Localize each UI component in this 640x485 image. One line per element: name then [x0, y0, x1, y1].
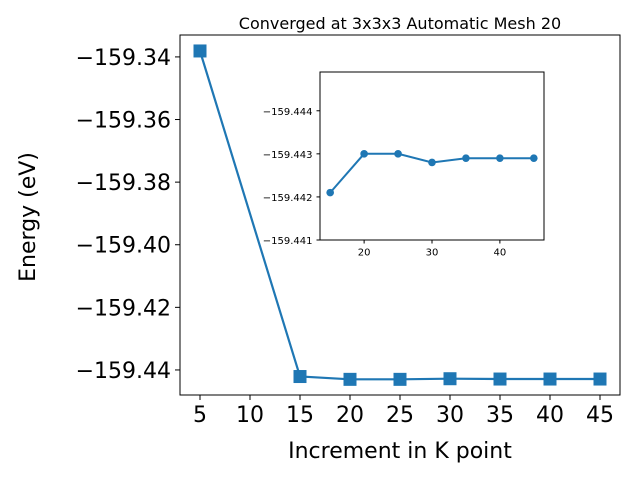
inset-data-point — [394, 150, 402, 158]
inset-y-tick-label: −159.444 — [263, 107, 313, 118]
inset-background — [320, 72, 544, 240]
main-y-tick-label: −159.38 — [76, 171, 171, 196]
main-data-point — [443, 372, 457, 386]
main-x-tick-label: 35 — [486, 403, 514, 428]
main-y-tick-label: −159.40 — [76, 234, 171, 259]
main-y-tick-label: −159.44 — [76, 359, 171, 384]
inset-data-point — [462, 154, 470, 162]
main-x-tick-label: 15 — [286, 403, 314, 428]
inset-y-tick-label: −159.442 — [263, 193, 313, 204]
inset-data-point — [428, 158, 436, 167]
x-axis-label: Increment in K point — [288, 439, 512, 464]
main-x-tick-label: 20 — [336, 403, 364, 428]
inset-data-point — [496, 154, 504, 162]
main-y-tick-label: −159.42 — [76, 296, 171, 321]
main-y-tick-label: −159.34 — [76, 46, 171, 71]
inset-data-point — [530, 154, 538, 162]
inset-data-point — [360, 150, 368, 158]
main-data-point — [493, 372, 507, 386]
main-series-line — [198, 50, 600, 381]
inset-x-tick-label: 20 — [358, 248, 371, 259]
main-x-tick-label: 45 — [586, 403, 614, 428]
inset-y-tick-label: −159.443 — [263, 150, 313, 161]
chart-title: Converged at 3x3x3 Automatic Mesh 20 — [239, 14, 561, 33]
main-data-point — [393, 372, 407, 386]
main-x-tick-label: 10 — [236, 403, 264, 428]
main-x-tick-label: 30 — [436, 403, 464, 428]
inset-data-point — [326, 188, 334, 197]
inset-plot: 20 30 40 −159.444 −159.443 −159.442 −159.441 — [263, 71, 545, 259]
main-data-point — [343, 372, 357, 386]
main-data-point — [193, 44, 207, 58]
main-x-tick-label: 5 — [193, 403, 207, 428]
inset-y-tick-label: −159.441 — [263, 236, 313, 247]
main-x-tick-label: 25 — [386, 403, 414, 428]
main-data-point — [543, 372, 557, 386]
main-y-tick-label: −159.36 — [76, 109, 171, 134]
main-x-tick-label: 40 — [536, 403, 564, 428]
inset-x-tick-label: 40 — [494, 248, 507, 259]
inset-x-tick-label: 30 — [426, 248, 439, 259]
main-data-point — [593, 372, 607, 386]
main-data-point — [293, 370, 307, 384]
main-plot: 5 10 15 20 25 30 35 40 45 −159.34 −159.36 −159.38 −1… — [76, 34, 621, 428]
y-axis-label: Energy (eV) — [16, 152, 41, 282]
